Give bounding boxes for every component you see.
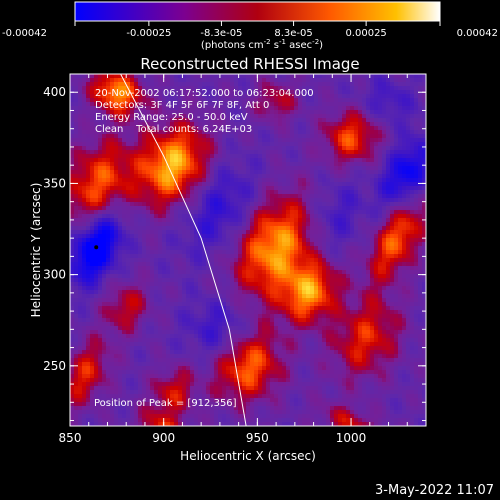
colorbar: -0.00042 -0.00025 -8.3e-05 8.3e-05 0.00025 0.… (2, 1, 498, 51)
colorbar-ticks (74, 21, 441, 26)
plot-frame (69, 73, 427, 427)
x-tick-label: 850 (59, 431, 82, 445)
chart-title: Reconstructed RHESSI Image (140, 55, 359, 73)
annotation-block: 20-Nov-2002 06:17:52.000 to 06:23:04.000… (95, 88, 314, 135)
y-tick-label: 400 (43, 85, 66, 99)
axis-ticks (69, 73, 427, 426)
colorbar-tick-label: -8.3e-05 (200, 28, 242, 39)
colorbar-gradient (74, 1, 441, 22)
annotation-time-range: 20-Nov-2002 06:17:52.000 to 06:23:04.000 (95, 88, 314, 99)
plot-area: 850 900 950 1000 250 300 350 400 20-Nov-2002 0… (43, 73, 427, 445)
dark-minimum-dot (94, 245, 99, 250)
colorbar-tick-label: -0.00025 (126, 28, 171, 39)
solar-limb-line (120, 74, 247, 426)
colorbar-tick-label: 0.00025 (345, 28, 386, 39)
x-tick-labels: 850 900 950 1000 (59, 431, 367, 445)
y-axis-label: Heliocentric Y (arcsec) (29, 183, 43, 318)
x-axis-label: Heliocentric X (arcsec) (180, 449, 316, 463)
x-tick-label: 1000 (336, 431, 367, 445)
peak-position-label: Position of Peak = [912,356] (94, 398, 237, 409)
colorbar-units: (photons cm-2 s-1 asec-2) (201, 38, 323, 51)
y-tick-label: 350 (43, 176, 66, 190)
x-tick-label: 950 (246, 431, 269, 445)
annotation-clean-counts: Clean Total counts: 6.24E+03 (95, 124, 252, 135)
peak-marker (94, 245, 99, 250)
heatmap-image (70, 74, 426, 426)
x-tick-label: 900 (152, 431, 175, 445)
colorbar-tick-label: -0.00042 (2, 28, 47, 39)
annotation-detectors: Detectors: 3F 4F 5F 6F 7F 8F, Att 0 (95, 100, 269, 111)
y-tick-label: 300 (43, 268, 66, 282)
y-tick-labels: 250 300 350 400 (43, 85, 66, 373)
colorbar-tick-label: 8.3e-05 (274, 28, 312, 39)
annotation-energy-range: Energy Range: 25.0 - 50.0 keV (95, 112, 248, 123)
timestamp: 3-May-2022 11:07 (375, 483, 494, 498)
colorbar-tick-labels: -0.00042 -0.00025 -8.3e-05 8.3e-05 0.00025 0.… (2, 28, 498, 39)
colorbar-tick-label: 0.00042 (457, 28, 498, 39)
y-tick-label: 250 (43, 359, 66, 373)
